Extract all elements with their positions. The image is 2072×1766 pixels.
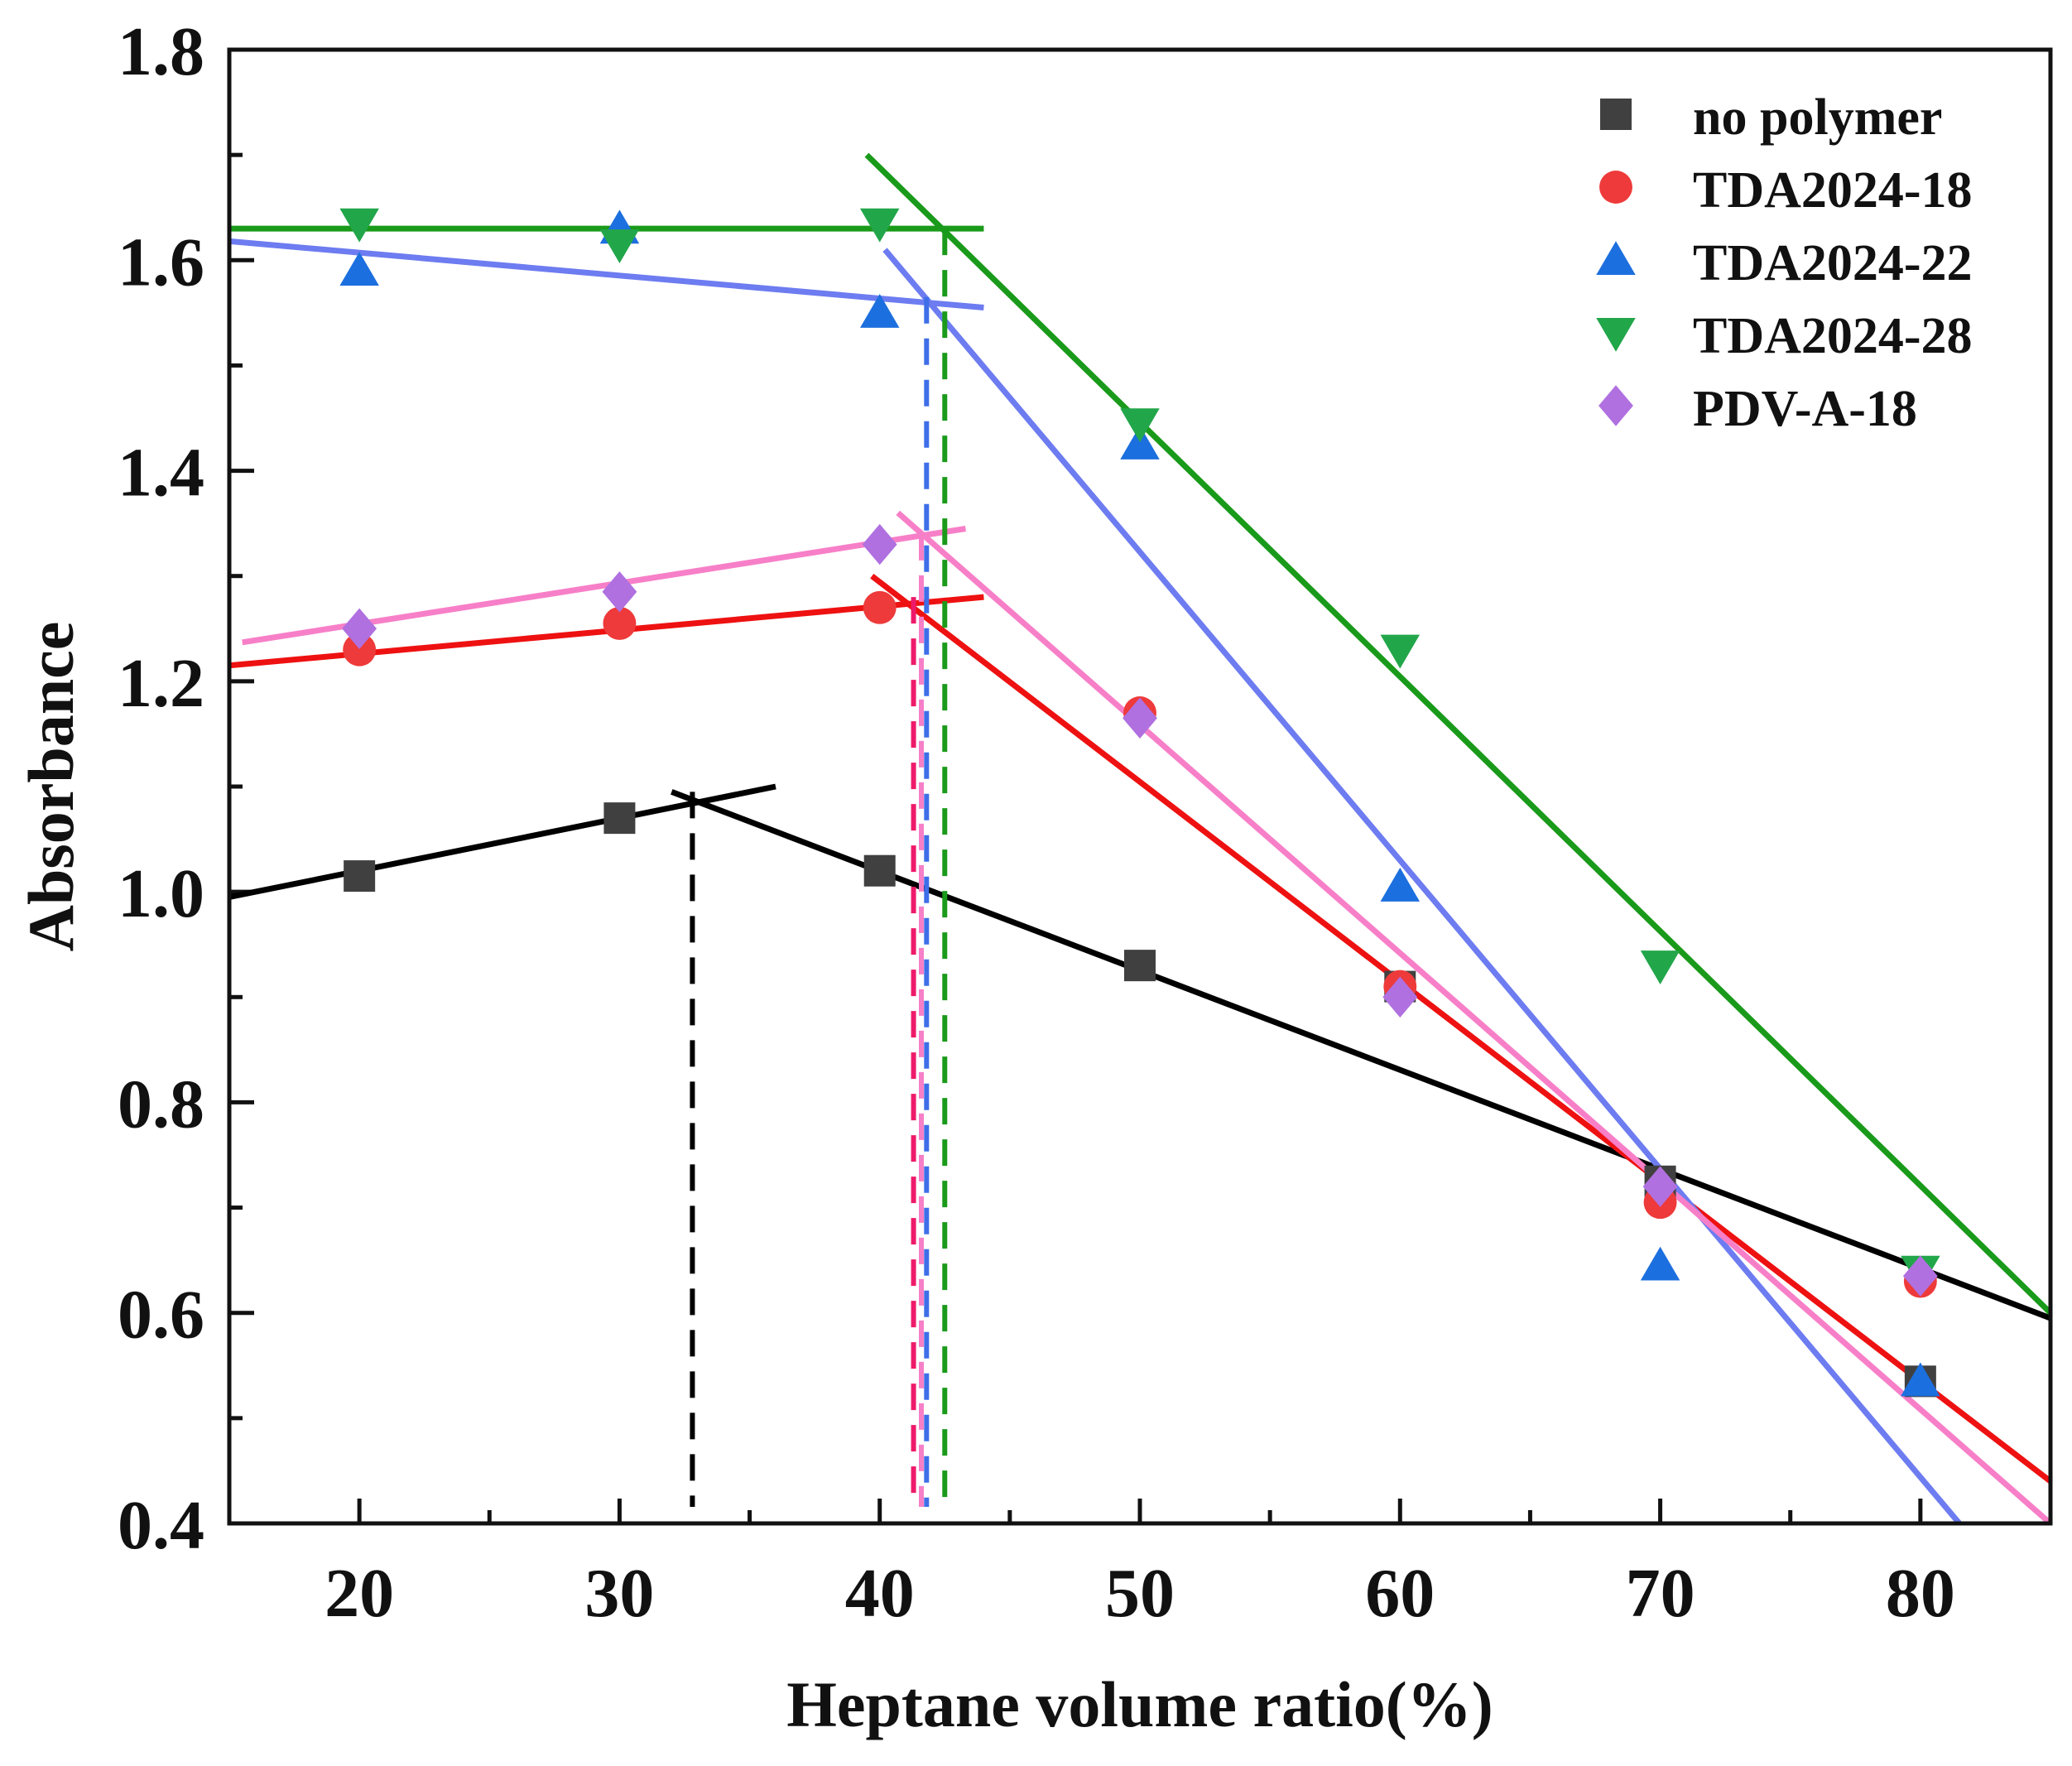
legend-label: no polymer bbox=[1693, 89, 1942, 146]
legend-marker bbox=[1596, 241, 1636, 276]
data-point bbox=[343, 633, 377, 666]
fit-line bbox=[671, 789, 2050, 1321]
data-point bbox=[603, 802, 636, 835]
y-tick-label: 1.8 bbox=[118, 13, 204, 90]
x-tick-label: 40 bbox=[845, 1555, 915, 1632]
data-point bbox=[1642, 1166, 1678, 1207]
x-tick-label: 50 bbox=[1105, 1555, 1175, 1632]
data-point bbox=[862, 523, 897, 565]
legend-label: TDA2024-28 bbox=[1693, 308, 1973, 364]
fit-line bbox=[864, 152, 2050, 1316]
data-point bbox=[1640, 950, 1680, 984]
y-tick-label: 1.0 bbox=[118, 855, 204, 932]
data-point bbox=[339, 208, 379, 243]
y-tick-label: 0.8 bbox=[118, 1066, 204, 1143]
data-point bbox=[1902, 1255, 1938, 1297]
plot-frame bbox=[227, 47, 2053, 1526]
data-point bbox=[863, 854, 896, 887]
legend: no polymer TDA2024-18 TDA2024-22 TDA2024-28… bbox=[1596, 89, 1973, 437]
data-point bbox=[1640, 1246, 1680, 1281]
x-tick-label: 60 bbox=[1365, 1555, 1435, 1632]
data-point bbox=[603, 606, 637, 640]
data-point bbox=[863, 590, 897, 624]
data-point bbox=[1120, 408, 1160, 443]
axis-ticks bbox=[229, 47, 1923, 1526]
data-point bbox=[1901, 1362, 1940, 1397]
y-tick-label: 1.4 bbox=[118, 435, 204, 512]
y-axis-title: Absorbance bbox=[15, 622, 87, 952]
data-point bbox=[1380, 634, 1421, 669]
data-point bbox=[599, 229, 640, 264]
data-point bbox=[1123, 697, 1157, 739]
data-point bbox=[859, 208, 900, 243]
data-point bbox=[1382, 976, 1418, 1018]
x-tick-label: 80 bbox=[1886, 1555, 1955, 1632]
y-tick-label: 1.6 bbox=[118, 224, 204, 301]
legend-marker bbox=[1599, 171, 1632, 204]
legend-marker bbox=[1596, 317, 1636, 352]
legend-marker bbox=[1600, 99, 1632, 130]
fit-line bbox=[229, 238, 984, 310]
y-tick-label: 0.6 bbox=[118, 1277, 204, 1354]
x-axis-title: Heptane volume ratio(%) bbox=[786, 1668, 1493, 1740]
x-tick-label: 20 bbox=[325, 1555, 394, 1632]
legend-label: TDA2024-18 bbox=[1693, 162, 1973, 219]
data-point bbox=[344, 860, 376, 893]
fit-line bbox=[896, 510, 2050, 1523]
breakpoint-lines bbox=[690, 229, 948, 1507]
legend-marker bbox=[1598, 385, 1633, 426]
data-point bbox=[1124, 950, 1156, 982]
legend-label: TDA2024-22 bbox=[1693, 235, 1973, 291]
data-point bbox=[342, 608, 377, 649]
data-point bbox=[1380, 867, 1421, 902]
fit-line bbox=[882, 248, 1962, 1523]
y-tick-label: 0.4 bbox=[118, 1487, 204, 1564]
y-tick-label: 1.2 bbox=[118, 645, 204, 722]
fit-line bbox=[870, 573, 2050, 1484]
x-tick-label: 70 bbox=[1626, 1555, 1695, 1632]
data-points bbox=[339, 208, 1940, 1398]
x-tick-label: 30 bbox=[584, 1555, 654, 1632]
data-point bbox=[602, 571, 637, 613]
tick-labels: 20 30 40 50 60 70 80 0.4 0.6 0.8 1.0 1.2 1.4 1.6 1.8 bbox=[118, 13, 1955, 1632]
data-point bbox=[1120, 425, 1160, 460]
data-point bbox=[859, 294, 900, 328]
legend-label: PDV-A-18 bbox=[1693, 381, 1917, 437]
data-point bbox=[339, 252, 379, 286]
fit-line bbox=[229, 783, 776, 900]
